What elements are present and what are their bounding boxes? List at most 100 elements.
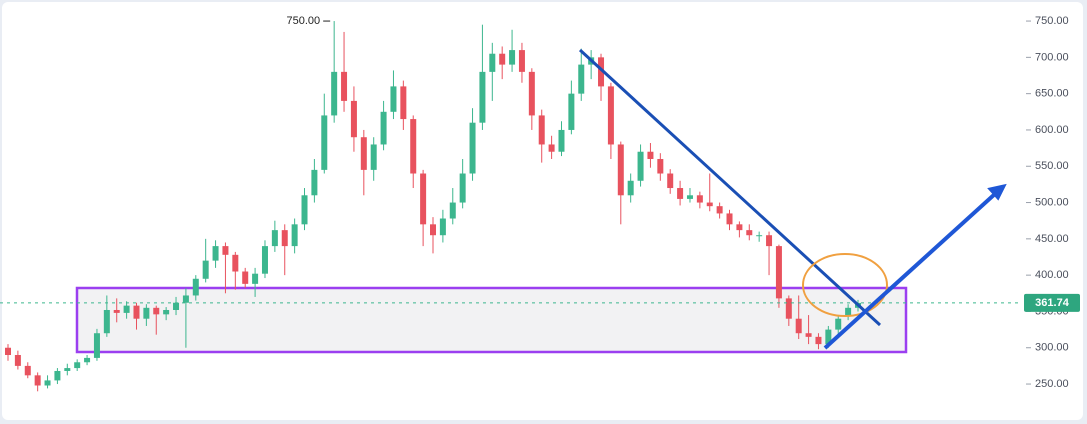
candle-body	[153, 307, 160, 315]
candle-body	[34, 375, 41, 386]
candle-body	[696, 195, 703, 203]
price-axis: 250.00300.00350.00400.00450.00500.00550.…	[1024, 15, 1080, 390]
candle-body	[54, 370, 61, 381]
candles	[0, 21, 1022, 392]
candle-body	[637, 151, 644, 181]
candle-body	[706, 202, 713, 207]
candle-body	[489, 53, 496, 72]
candle-body	[331, 71, 338, 116]
candle-body	[44, 380, 51, 386]
candle-body	[538, 115, 545, 145]
candle-body	[459, 173, 466, 203]
arrow-head	[987, 183, 1007, 201]
candle-body	[420, 173, 427, 225]
candle-body	[64, 368, 71, 371]
y-tick-label: 550.00	[1035, 160, 1069, 172]
candle-body	[360, 137, 367, 170]
candle-body	[449, 202, 456, 219]
candle-body	[805, 333, 812, 337]
y-tick-label: 450.00	[1035, 233, 1069, 245]
candle-body	[93, 333, 100, 358]
candle-body	[261, 246, 268, 274]
y-tick-label: 650.00	[1035, 88, 1069, 100]
candle-body	[252, 273, 259, 284]
candle-body	[163, 309, 170, 315]
candle-body	[657, 158, 664, 174]
candle-body	[84, 357, 91, 363]
y-tick-label: 750.00	[1035, 15, 1069, 27]
candle-body	[677, 188, 684, 199]
candle-body	[103, 309, 110, 334]
candle-body	[795, 318, 802, 334]
candle-body	[370, 144, 377, 170]
candle-body	[341, 71, 348, 101]
candle-body	[439, 218, 446, 236]
candle-body	[281, 230, 288, 247]
candle-body	[667, 173, 674, 189]
high-annotation: 750.00	[287, 15, 321, 27]
candle-body	[301, 195, 308, 225]
candle-body	[627, 180, 634, 196]
candle-body	[686, 195, 693, 199]
candle-body	[775, 246, 782, 299]
candle-body	[202, 260, 209, 279]
candle-body	[815, 336, 822, 345]
candle-body	[479, 71, 486, 123]
candle-body	[736, 224, 743, 231]
y-tick-label: 300.00	[1035, 342, 1069, 354]
downtrend-line	[578, 48, 882, 327]
candle-body	[756, 235, 763, 237]
candle-body	[647, 151, 654, 159]
candle-body	[311, 169, 318, 196]
candle-body	[617, 144, 624, 196]
highlight-ellipse	[802, 253, 888, 317]
candle-body	[182, 295, 189, 303]
candle-body	[548, 144, 555, 152]
support-zone	[75, 286, 908, 354]
candle-body	[528, 71, 535, 116]
y-tick-label: 500.00	[1035, 196, 1069, 208]
candle-body	[568, 93, 575, 130]
candle-body	[133, 305, 140, 319]
candle-body	[291, 224, 298, 247]
candle-body	[321, 115, 328, 170]
candle-body	[785, 298, 792, 319]
candle-body	[598, 57, 605, 87]
candle-body	[430, 224, 436, 236]
candle-body	[845, 307, 852, 316]
candle-body	[746, 230, 753, 236]
uptrend-arrow	[823, 191, 998, 350]
candle-body	[242, 271, 249, 284]
candle-body	[518, 50, 525, 72]
y-tick-label: 400.00	[1035, 269, 1069, 281]
candle-body	[390, 86, 397, 112]
candle-body	[716, 206, 723, 214]
candle-body	[5, 347, 11, 356]
y-tick-label: 700.00	[1035, 51, 1069, 63]
candle-body	[766, 235, 773, 247]
candle-body	[607, 86, 614, 145]
candle-body	[14, 355, 21, 366]
candle-body	[222, 246, 229, 255]
candle-body	[726, 213, 733, 225]
candle-body	[558, 129, 565, 152]
last-price-badge	[1024, 293, 1080, 312]
candle-body	[410, 119, 417, 174]
y-tick-label: 600.00	[1035, 124, 1069, 136]
candle-body	[578, 64, 585, 94]
candle-body	[74, 362, 81, 369]
candle-body	[212, 246, 219, 261]
candle-body	[143, 307, 150, 319]
candle-body	[835, 318, 842, 330]
candle-body	[825, 329, 832, 345]
candle-body	[123, 305, 130, 313]
candle-body	[469, 122, 476, 174]
candle-body	[509, 50, 516, 65]
candle-body	[192, 278, 199, 296]
last-price-label: 361.74	[1035, 297, 1070, 309]
candle-body	[173, 302, 180, 310]
candle-body	[350, 100, 357, 138]
